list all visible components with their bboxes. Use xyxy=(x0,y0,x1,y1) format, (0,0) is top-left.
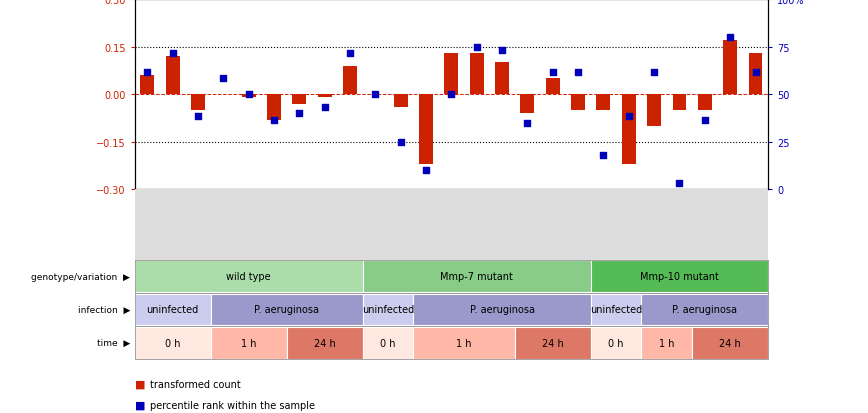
Point xyxy=(166,50,180,57)
Text: uninfected: uninfected xyxy=(147,305,199,315)
Point xyxy=(293,111,306,117)
Text: transformed count: transformed count xyxy=(150,379,241,389)
Point xyxy=(419,168,433,174)
Bar xyxy=(419,95,433,165)
Text: Mmp-10 mutant: Mmp-10 mutant xyxy=(640,272,719,282)
Point xyxy=(241,92,255,98)
Bar xyxy=(413,327,515,358)
Text: genotype/variation  ▶: genotype/variation ▶ xyxy=(31,272,130,281)
Bar xyxy=(211,327,286,358)
Point xyxy=(191,114,205,121)
Text: 24 h: 24 h xyxy=(720,338,741,348)
Text: time  ▶: time ▶ xyxy=(97,338,130,347)
Bar xyxy=(166,57,180,95)
Bar xyxy=(363,294,413,325)
Point xyxy=(318,104,332,111)
Point xyxy=(495,47,509,54)
Point xyxy=(343,50,357,57)
Bar xyxy=(591,327,641,358)
Bar xyxy=(286,327,363,358)
Point xyxy=(648,69,661,76)
Bar xyxy=(394,95,408,108)
Point xyxy=(698,117,712,123)
Bar xyxy=(723,41,737,95)
Point xyxy=(444,92,458,98)
Bar xyxy=(495,63,509,95)
Text: P. aeruginosa: P. aeruginosa xyxy=(470,305,535,315)
Text: wild type: wild type xyxy=(227,272,271,282)
Point xyxy=(267,117,281,123)
Text: uninfected: uninfected xyxy=(362,305,414,315)
Bar xyxy=(470,54,483,95)
Point xyxy=(141,69,155,76)
Bar xyxy=(748,54,762,95)
Point xyxy=(571,69,585,76)
Bar xyxy=(444,54,458,95)
Point xyxy=(470,44,483,51)
Bar xyxy=(191,95,205,111)
Bar xyxy=(673,95,687,111)
Bar xyxy=(591,294,641,325)
Bar xyxy=(135,294,211,325)
Point xyxy=(673,180,687,187)
Bar xyxy=(363,261,591,292)
Bar xyxy=(648,95,661,127)
Text: 1 h: 1 h xyxy=(457,338,472,348)
Bar xyxy=(267,95,281,120)
Bar xyxy=(211,294,363,325)
Point xyxy=(546,69,560,76)
Text: ■: ■ xyxy=(135,400,145,410)
Bar xyxy=(293,95,306,104)
Bar xyxy=(343,66,357,95)
Text: infection  ▶: infection ▶ xyxy=(78,305,130,314)
Point xyxy=(621,114,635,121)
Text: 24 h: 24 h xyxy=(313,338,336,348)
Text: 0 h: 0 h xyxy=(380,338,396,348)
Text: 0 h: 0 h xyxy=(165,338,181,348)
Text: 0 h: 0 h xyxy=(608,338,624,348)
Point xyxy=(723,35,737,41)
Bar xyxy=(141,76,155,95)
Text: Mmp-7 mutant: Mmp-7 mutant xyxy=(440,272,513,282)
Text: uninfected: uninfected xyxy=(590,305,642,315)
Point xyxy=(521,120,535,127)
Point xyxy=(368,92,382,98)
Bar xyxy=(521,95,535,114)
Text: 24 h: 24 h xyxy=(542,338,563,348)
Bar xyxy=(135,261,363,292)
Text: 1 h: 1 h xyxy=(240,338,256,348)
Text: 1 h: 1 h xyxy=(659,338,674,348)
Bar xyxy=(318,95,332,98)
Bar xyxy=(363,327,413,358)
Bar xyxy=(641,327,692,358)
Bar xyxy=(591,261,768,292)
Bar xyxy=(515,327,591,358)
Text: percentile rank within the sample: percentile rank within the sample xyxy=(150,400,315,410)
Bar xyxy=(596,95,610,111)
Point xyxy=(748,69,762,76)
Point xyxy=(216,76,230,83)
Bar xyxy=(241,95,255,98)
Text: ■: ■ xyxy=(135,379,145,389)
Bar xyxy=(546,79,560,95)
Bar xyxy=(135,327,211,358)
Bar xyxy=(413,294,591,325)
Bar xyxy=(571,95,585,111)
Point xyxy=(596,152,610,159)
Point xyxy=(394,139,408,146)
Bar xyxy=(692,327,768,358)
Bar xyxy=(621,95,635,165)
Text: P. aeruginosa: P. aeruginosa xyxy=(254,305,319,315)
Bar xyxy=(641,294,768,325)
Text: P. aeruginosa: P. aeruginosa xyxy=(673,305,737,315)
Bar xyxy=(698,95,712,111)
